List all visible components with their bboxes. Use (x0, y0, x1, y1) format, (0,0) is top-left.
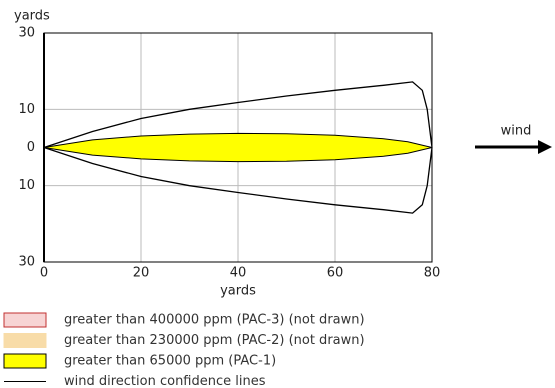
x-tick-label: 20 (133, 266, 150, 281)
x-axis-label: yards (220, 284, 256, 299)
wind-arrow-head (538, 140, 552, 154)
legend-swatch (3, 312, 47, 328)
legend-swatch (3, 353, 47, 369)
x-tick-label: 40 (230, 266, 247, 281)
y-tick-label: 0 (27, 140, 35, 155)
y-tick-label: 30 (18, 26, 35, 41)
legend-swatch (3, 333, 47, 348)
confidence-line (43, 81, 433, 149)
legend-label: wind direction confidence lines (64, 374, 266, 388)
wind-label: wind (501, 124, 532, 139)
x-tick-label: 80 (424, 266, 441, 281)
y-tick-label: 10 (18, 178, 35, 193)
pac-zone (43, 132, 433, 163)
y-tick-label: 30 (18, 255, 35, 270)
y-tick-label: 10 (18, 102, 35, 117)
legend-label: greater than 400000 ppm (PAC-3) (not dra… (64, 313, 365, 328)
x-tick-label: 60 (327, 266, 344, 281)
x-tick-label: 0 (40, 266, 48, 281)
confidence-line (43, 146, 433, 214)
legend-label: greater than 230000 ppm (PAC-2) (not dra… (64, 333, 365, 348)
legend-label: greater than 65000 ppm (PAC-1) (64, 354, 276, 369)
y-axis-label: yards (14, 9, 50, 24)
